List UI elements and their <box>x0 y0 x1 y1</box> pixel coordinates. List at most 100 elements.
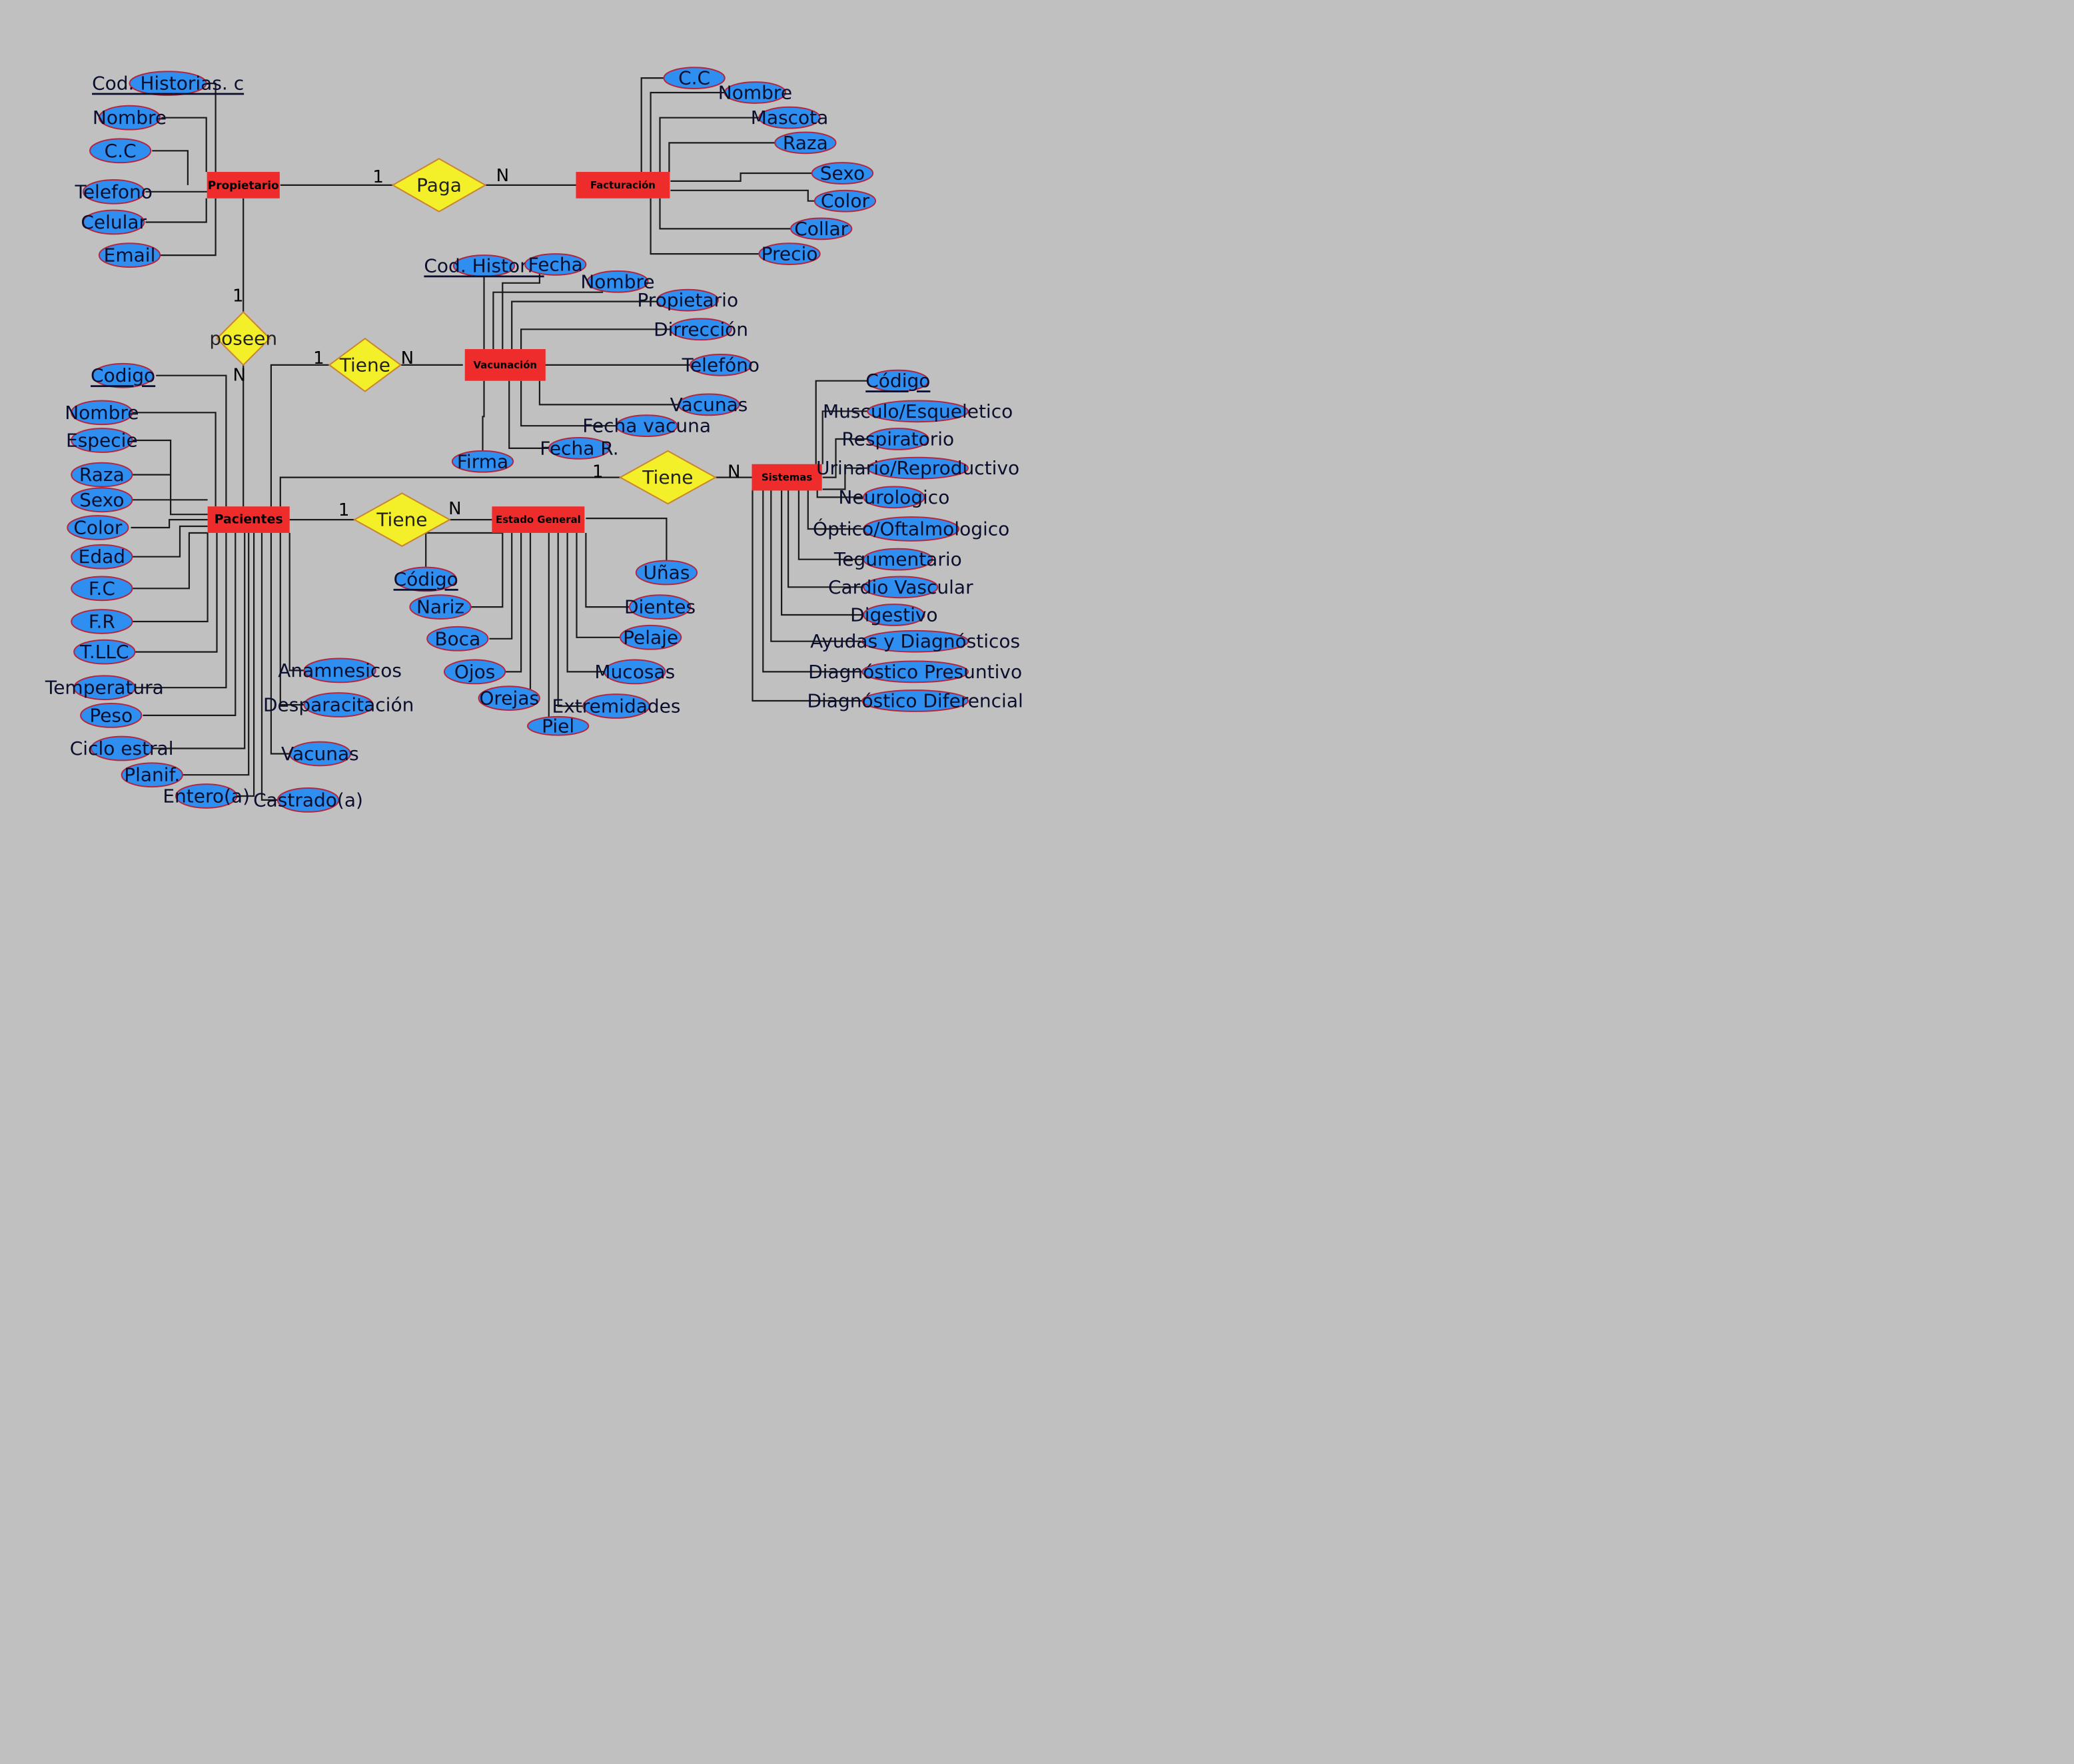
attribute-vacunacion-fecha[interactable]: Fecha <box>524 253 587 276</box>
attribute-ellipse <box>863 486 925 509</box>
attribute-pacientes-anamnesicos[interactable]: Anamnesicos <box>278 658 402 683</box>
attribute-pacientes-vacunas[interactable]: Vacunas <box>281 741 359 767</box>
attribute-label: T.LLC <box>79 641 129 663</box>
attribute-sistemas-cardio-vascular[interactable]: Cardio Vascular <box>828 576 973 599</box>
attribute-vacunacion-firma[interactable]: Firma <box>451 450 514 473</box>
attribute-facturacion-color[interactable]: Color <box>813 189 877 213</box>
attribute-estado-general-extremidades[interactable]: Extremidades <box>552 693 681 719</box>
attribute-propietario-cod-historias-c[interactable]: Cod. Historias. c <box>92 71 244 96</box>
attribute-estado-general-mucosas[interactable]: Mucosas <box>594 659 675 685</box>
attribute-sistemas-digestivo[interactable]: Digestivo <box>850 604 938 626</box>
attribute-label: Fecha <box>528 254 583 276</box>
attribute-pacientes-ciclo-estral[interactable]: Ciclo estral <box>70 735 174 761</box>
attribute-pacientes-castrado-a[interactable]: Castrado(a) <box>253 787 363 813</box>
connector-line <box>770 489 861 642</box>
attribute-sistemas-optico-oftalmologico[interactable]: Óptico/Oftalmologico <box>813 516 1009 542</box>
attribute-pacientes-raza[interactable]: Raza <box>71 462 133 488</box>
attribute-propietario-nombre[interactable]: Nombre <box>93 105 167 131</box>
attribute-facturacion-mascota[interactable]: Mascota <box>751 106 829 129</box>
attribute-sistemas-tegumentario[interactable]: Tegumentario <box>833 548 962 571</box>
attribute-label: Cod. Historias. c <box>92 73 244 95</box>
attribute-sistemas-respiratorio[interactable]: Respiratorio <box>841 428 954 450</box>
attribute-label: Celular <box>81 211 147 233</box>
connector-line <box>161 117 207 173</box>
relationship-tiene-sistemas[interactable]: Tiene <box>618 450 717 505</box>
attribute-propietario-celular[interactable]: Celular <box>81 209 147 235</box>
entity-sistemas[interactable]: Sistemas <box>752 464 822 491</box>
attribute-facturacion-collar[interactable]: Collar <box>790 217 853 240</box>
attribute-facturacion-precio[interactable]: Precio <box>758 242 821 265</box>
attribute-ellipse <box>619 624 682 650</box>
attribute-estado-general-piel[interactable]: Piel <box>527 715 590 737</box>
attribute-sistemas-ayudas-y-diagnosticos[interactable]: Ayudas y Diagnósticos <box>810 630 1020 653</box>
attribute-pacientes-entero-a[interactable]: Entero(a) <box>163 783 250 809</box>
attribute-pacientes-planif[interactable]: Planif. <box>121 762 183 788</box>
attribute-pacientes-f-r[interactable]: F.R <box>71 609 133 634</box>
attribute-ellipse <box>863 576 939 599</box>
attribute-pacientes-peso[interactable]: Peso <box>80 703 143 728</box>
attribute-estado-general-nariz[interactable]: Nariz <box>409 594 472 620</box>
attribute-pacientes-especie[interactable]: Especie <box>66 428 138 453</box>
attribute-facturacion-sexo[interactable]: Sexo <box>811 162 874 185</box>
attribute-pacientes-temperatura[interactable]: Temperatura <box>45 675 164 701</box>
attribute-facturacion-raza[interactable]: Raza <box>774 131 837 155</box>
attribute-estado-general-pelaje[interactable]: Pelaje <box>619 624 682 650</box>
attribute-label: Diagnóstico Diferencial <box>807 690 1023 712</box>
attribute-label: Piel <box>542 715 574 737</box>
attribute-pacientes-sexo[interactable]: Sexo <box>71 487 133 513</box>
attribute-pacientes-f-c[interactable]: F.C <box>71 576 133 602</box>
attribute-sistemas-urinario-reproductivo[interactable]: Urinario/Reproductivo <box>816 456 1019 480</box>
attribute-pacientes-t-llc[interactable]: T.LLC <box>73 639 136 665</box>
attribute-vacunacion-dirreccion[interactable]: Dirrección <box>654 318 748 341</box>
attribute-facturacion-nombre[interactable]: Nombre <box>718 81 792 104</box>
attribute-propietario-telefono[interactable]: Telefono <box>74 179 153 205</box>
entity-vacunacion[interactable]: Vacunación <box>464 349 546 381</box>
cardinality-label: 1 <box>372 167 384 187</box>
attribute-estado-general-dientes[interactable]: Dientes <box>624 594 696 620</box>
attribute-estado-general-ojos[interactable]: Ojos <box>443 659 506 685</box>
connector-line <box>816 489 865 498</box>
attribute-vacunacion-fecha-r[interactable]: Fecha R. <box>540 437 619 460</box>
attribute-vacunacion-cod-historia[interactable]: Cod. Historia <box>424 254 544 277</box>
entity-propietario[interactable]: Propietario <box>207 172 280 199</box>
attribute-pacientes-color[interactable]: Color <box>67 515 129 540</box>
attribute-sistemas-diagnostico-diferencial[interactable]: Diagnóstico Diferencial <box>807 689 1023 712</box>
attribute-pacientes-edad[interactable]: Edad <box>71 544 133 570</box>
entity-box <box>576 172 670 199</box>
attribute-label: Fecha vacuna <box>582 415 711 437</box>
relationship-paga[interactable]: Paga <box>391 158 487 213</box>
attribute-estado-general-orejas[interactable]: Orejas <box>478 685 540 711</box>
relationship-tiene-vacunacion[interactable]: Tiene <box>328 337 402 392</box>
attribute-vacunacion-telefono[interactable]: Telefóno <box>682 353 760 376</box>
attribute-label: Cardio Vascular <box>828 576 973 598</box>
attribute-ellipse <box>867 369 929 392</box>
attribute-vacunacion-nombre[interactable]: Nombre <box>580 270 655 293</box>
connector-line <box>650 91 726 173</box>
attribute-pacientes-codigo[interactable]: Codigo <box>91 362 155 388</box>
attribute-label: Ayudas y Diagnósticos <box>810 630 1020 652</box>
attribute-estado-general-boca[interactable]: Boca <box>426 626 489 652</box>
attribute-sistemas-codigo[interactable]: Código <box>865 369 930 392</box>
attribute-facturacion-c-c[interactable]: C.C <box>663 67 726 89</box>
connector-line <box>489 533 513 640</box>
attribute-pacientes-desparacitacion[interactable]: Desparacitación <box>263 692 414 717</box>
attribute-vacunacion-vacunas[interactable]: Vacunas <box>670 393 748 416</box>
relationship-poseen[interactable]: poseen <box>209 311 277 366</box>
entity-facturacion[interactable]: Facturación <box>576 172 670 199</box>
relationship-tiene-estado[interactable]: Tiene <box>352 492 451 547</box>
attribute-sistemas-diagnostico-presuntivo[interactable]: Diagnóstico Presuntivo <box>808 660 1022 683</box>
attribute-pacientes-nombre[interactable]: Nombre <box>65 400 139 426</box>
attribute-vacunacion-fecha-vacuna[interactable]: Fecha vacuna <box>582 414 711 438</box>
attribute-sistemas-musculo-esqueletico[interactable]: Musculo/Esqueletico <box>823 400 1013 423</box>
attribute-sistemas-neurologico[interactable]: Neurologico <box>838 486 949 509</box>
attribute-vacunacion-propietario[interactable]: Propietario <box>637 288 738 312</box>
entity-pacientes[interactable]: Pacientes <box>207 506 290 533</box>
attribute-ellipse <box>121 762 183 788</box>
attribute-estado-general-codigo[interactable]: Código <box>394 566 458 592</box>
entity-estado-general[interactable]: Estado General <box>492 506 585 533</box>
attribute-propietario-email[interactable]: Email <box>98 242 161 268</box>
attribute-label: Diagnóstico Presuntivo <box>808 661 1022 683</box>
attribute-propietario-c-c[interactable]: C.C <box>89 138 152 164</box>
connector-line <box>822 438 869 478</box>
attribute-estado-general-unas[interactable]: Uñas <box>635 560 698 586</box>
